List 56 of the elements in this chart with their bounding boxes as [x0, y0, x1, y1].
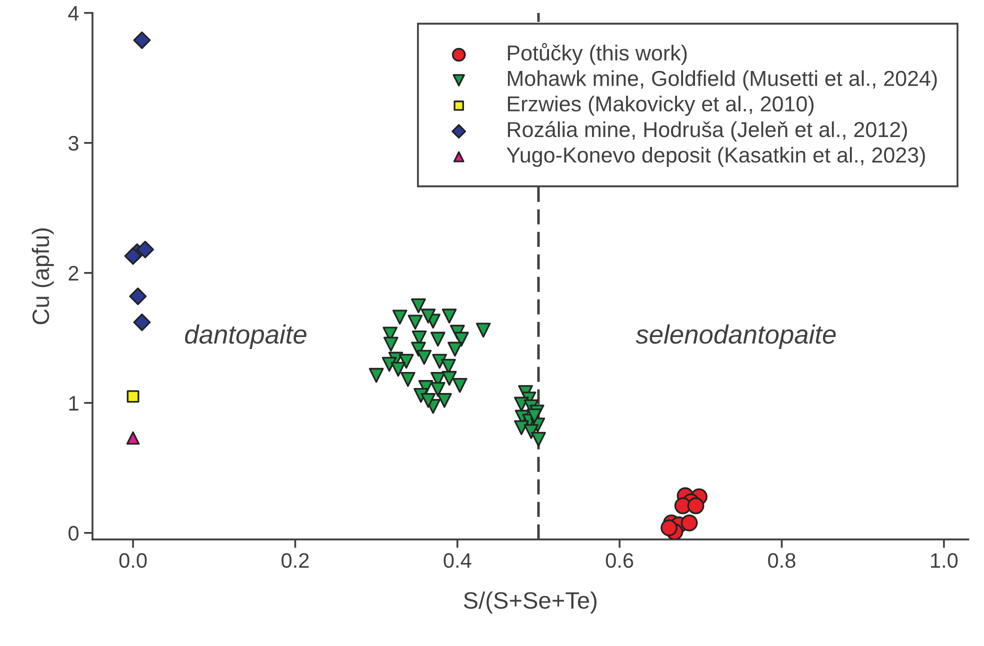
legend-label: Rozália mine, Hodruša (Jeleň et al., 2012): [508, 121, 907, 142]
x-tick-label: 0.0: [119, 553, 147, 568]
point: [392, 310, 408, 325]
point: [452, 378, 468, 393]
point: [126, 390, 140, 403]
point: [124, 247, 142, 265]
y-tick-label: 0: [68, 526, 78, 541]
point: [382, 356, 397, 372]
x-tick-label: 0.4: [444, 553, 472, 568]
point: [437, 393, 452, 408]
point: [476, 322, 491, 338]
point: [448, 342, 462, 357]
x-tick-label: 0.2: [282, 553, 309, 568]
point: [133, 314, 151, 332]
y-axis-title: Cu (apfu): [32, 228, 54, 324]
point: [680, 514, 698, 532]
legend-label: Erzwies (Makovicky et al., 2010): [508, 96, 814, 116]
x-tick-label: 0.8: [768, 553, 796, 568]
point: [398, 354, 414, 369]
point: [368, 368, 384, 383]
point: [430, 332, 446, 347]
point: [430, 382, 446, 397]
point: [432, 354, 447, 369]
point: [400, 372, 416, 387]
y-tick-label: 4: [68, 6, 79, 20]
x-tick-label: 1.0: [931, 553, 958, 568]
point: [514, 420, 529, 436]
y-tick-label: 2: [68, 266, 78, 280]
x-tick-label: 0.6: [606, 553, 634, 568]
point: [390, 362, 406, 377]
point: [420, 308, 436, 324]
point: [129, 288, 147, 306]
point: [420, 393, 436, 408]
point: [133, 31, 151, 49]
point: [416, 350, 432, 365]
y-tick-label: 1: [69, 396, 78, 410]
legend-label: Yugo-Konevo deposit (Kasatkin et al., 2023): [506, 146, 925, 167]
point: [126, 431, 140, 445]
point: [531, 432, 546, 447]
point: [524, 424, 539, 439]
point: [408, 314, 423, 330]
annotation: selenodantopaite: [636, 324, 836, 350]
point: [136, 240, 154, 258]
point: [527, 408, 542, 424]
annotation: dantopaite: [185, 324, 306, 350]
legend-label: Mohawk mine, Goldfield (Musetti et al., 2024): [508, 70, 937, 90]
point: [442, 308, 457, 324]
point: [454, 332, 469, 347]
point: [687, 497, 704, 514]
legend-label: Potůčky (this work): [508, 43, 687, 65]
point: [660, 519, 678, 536]
point: [411, 298, 426, 314]
x-axis-title: S/(S+Se+Te): [464, 591, 596, 614]
y-tick-label: 3: [68, 136, 78, 151]
point: [442, 370, 457, 386]
point: [383, 336, 398, 352]
